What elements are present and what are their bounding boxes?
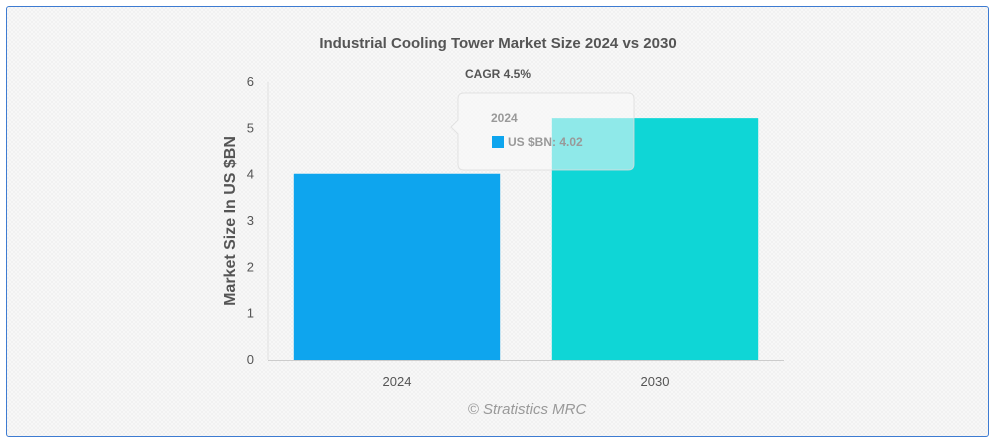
tooltip-swatch: [492, 136, 504, 148]
chart-credit: © Stratistics MRC: [468, 401, 587, 418]
tooltip-title: 2024: [491, 111, 518, 125]
x-tick-label: 2030: [641, 374, 670, 389]
y-tick-label: 3: [247, 213, 254, 228]
y-tick-label: 6: [247, 74, 254, 89]
y-tick-label: 2: [247, 259, 254, 274]
tooltip-value: US $BN: 4.02: [508, 135, 583, 149]
y-axis-label: Market Size In US $BN: [222, 136, 239, 306]
x-tick-label: 2024: [383, 374, 412, 389]
y-tick-label: 1: [247, 306, 254, 321]
bar-2024[interactable]: [293, 173, 501, 360]
y-tick-label: 5: [247, 120, 254, 135]
tooltip-box: [450, 92, 635, 171]
chart-title: Industrial Cooling Tower Market Size 202…: [319, 35, 676, 52]
y-tick-label: 0: [247, 352, 254, 367]
y-tick-label: 4: [247, 167, 254, 182]
tooltip: 2024 US $BN: 4.02: [450, 92, 635, 171]
chart-subtitle: CAGR 4.5%: [465, 67, 531, 81]
